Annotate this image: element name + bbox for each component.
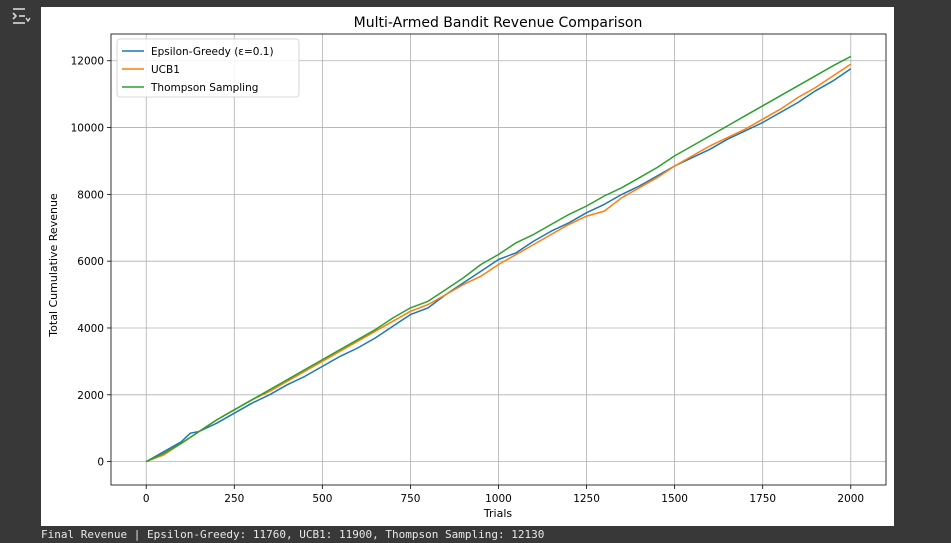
revenue-line-chart: Multi-Armed Bandit Revenue Comparison Tr… (47, 15, 887, 520)
y-tick-label: 0 (97, 457, 104, 469)
y-axis-label: Total Cumulative Revenue (47, 193, 60, 338)
series-line-1 (145, 63, 852, 463)
y-tick-label: 10000 (71, 123, 104, 135)
chart-title: Multi-Armed Bandit Revenue Comparison (354, 15, 643, 31)
legend-label: UCB1 (151, 64, 180, 76)
x-tick-label: 1000 (485, 493, 512, 505)
grid (111, 34, 886, 485)
y-tick-label: 2000 (77, 390, 104, 402)
x-tick-label: 250 (224, 493, 244, 505)
cell-output-gutter (0, 0, 40, 543)
legend-label: Thompson Sampling (150, 82, 258, 94)
legend-label: Epsilon-Greedy (ε=0.1) (151, 46, 274, 58)
x-tick-label: 750 (400, 493, 420, 505)
series-lines (145, 55, 852, 463)
y-tick-label: 4000 (77, 323, 104, 335)
axis-ticks: 0 250 500 750 1000 1250 1500 1750 2000 0 2000 4000 6… (71, 56, 865, 505)
legend: Epsilon-Greedy (ε=0.1) UCB1 Thompson Sampl… (116, 38, 300, 98)
plot-output: Multi-Armed Bandit Revenue Comparison Tr… (41, 7, 894, 526)
x-tick-label: 2000 (837, 493, 864, 505)
series-line-0 (145, 68, 852, 463)
y-tick-label: 6000 (77, 256, 104, 268)
x-tick-label: 1250 (573, 493, 600, 505)
x-tick-label: 0 (143, 493, 150, 505)
y-tick-label: 12000 (71, 56, 104, 68)
stdout-text: Final Revenue | Epsilon-Greedy: 11760, U… (41, 528, 545, 541)
legend-box (116, 38, 300, 98)
x-tick-label: 500 (312, 493, 332, 505)
x-tick-label: 1750 (749, 493, 776, 505)
x-axis-label: Trials (483, 507, 512, 520)
series-line-2 (145, 55, 852, 463)
output-toggle-icon[interactable] (10, 6, 32, 26)
x-tick-label: 1500 (661, 493, 688, 505)
y-tick-label: 8000 (77, 189, 104, 201)
